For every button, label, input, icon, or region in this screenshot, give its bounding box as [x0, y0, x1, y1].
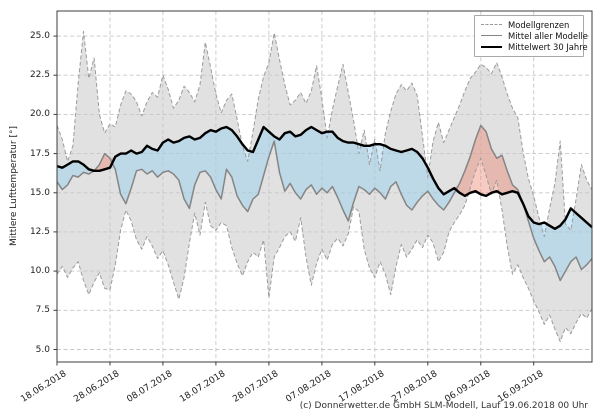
legend: Modellgrenzen Mittel aller Modelle Mitte… — [474, 15, 588, 57]
above-climate-fill — [57, 125, 592, 229]
copyright-footer: (c) Donnerwetter.de GmbH SLM-Modell, Lau… — [299, 401, 588, 411]
y-tick-label: 12.5 — [29, 226, 50, 237]
y-tick-label: 15.0 — [29, 187, 50, 198]
below-climate-fill — [57, 127, 592, 281]
legend-item-model-mean: Mittel aller Modelle — [481, 30, 588, 41]
plot-border — [56, 10, 593, 363]
legend-label-climate-mean: Mittelwert 30 Jahre — [508, 41, 588, 52]
y-tick-label: 5.0 — [35, 344, 50, 355]
legend-label-model-mean: Mittel aller Modelle — [508, 30, 588, 41]
gray-line-sample-icon — [481, 35, 502, 36]
model-lower-bound-line — [56, 157, 593, 343]
y-tick-label: 17.5 — [29, 148, 50, 159]
black-line-sample-icon — [481, 45, 502, 48]
model-mean-line — [56, 124, 593, 282]
legend-item-model-bounds: Modellgrenzen — [481, 19, 577, 30]
legend-label-model-bounds: Modellgrenzen — [508, 19, 570, 30]
y-tick-label: 10.0 — [29, 266, 50, 277]
model-upper-bound-line — [56, 30, 593, 238]
climate-mean-line — [56, 125, 593, 231]
y-tick-label: 25.0 — [29, 31, 50, 42]
y-tick-label: 20.0 — [29, 109, 50, 120]
model-range-band — [57, 31, 592, 342]
y-tick-label: 22.5 — [29, 70, 50, 81]
y-axis-title: Mittlere Lufttemperatur [°] — [9, 126, 19, 246]
dashed-line-sample-icon — [481, 24, 502, 25]
y-tick-label: 7.5 — [35, 305, 50, 316]
legend-item-climate-mean: Mittelwert 30 Jahre — [481, 41, 588, 52]
